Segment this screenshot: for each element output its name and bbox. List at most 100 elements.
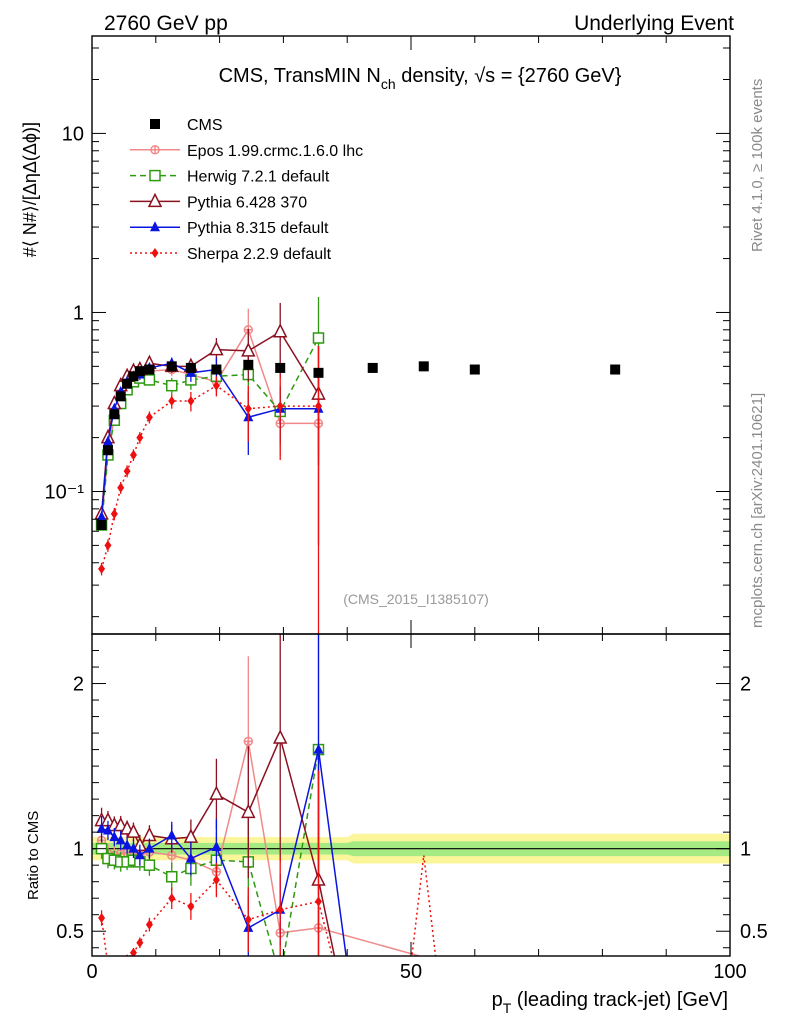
y-tick-label: 10	[62, 123, 84, 145]
legend-entry-5-marker	[151, 248, 159, 258]
series-4-ratio-point	[212, 875, 220, 886]
x-tick-label: 100	[713, 961, 746, 983]
series-3-ratio-point	[115, 834, 126, 845]
series-1-point	[143, 374, 156, 386]
cms-data-point	[128, 371, 139, 382]
x-axis-label-subscript: T	[503, 1000, 512, 1016]
cms-data-point	[185, 362, 196, 373]
cms-data-point	[313, 367, 324, 378]
legend-entry-3: Pythia 6.428 370	[130, 192, 307, 211]
series-1-ratio-point	[166, 870, 178, 883]
ratio-tick-label: 0.5	[56, 921, 84, 943]
ratio-axis-label: Ratio to CMS	[25, 811, 42, 900]
chart-title-main: CMS, TransMIN N	[219, 65, 381, 87]
series-3-ratio-point	[313, 743, 324, 754]
mcplots-label: mcplots.cern.ch [arXiv:2401.10621]	[749, 393, 766, 628]
chart-title: CMS, TransMIN Nch density, √s = {2760 Ge…	[219, 65, 622, 92]
legend-entry-1-marker	[150, 145, 160, 155]
cms-data-point	[243, 359, 254, 370]
series-2-ratio-point	[126, 823, 141, 838]
series-4-point	[136, 432, 144, 443]
series-2-ratio-point	[272, 729, 288, 744]
legend-entry-0-marker	[150, 119, 160, 129]
series-3-ratio-point	[102, 824, 113, 835]
series-2-ratio-point	[209, 785, 224, 800]
cms-data-point	[115, 391, 126, 402]
cms-data-point	[367, 362, 378, 373]
series-4-point	[117, 482, 125, 493]
series-4-ratio-point	[244, 914, 252, 925]
ratio-tick-label: 2	[73, 674, 84, 696]
series-2-point	[241, 342, 256, 357]
legend-entry-4-marker	[150, 221, 160, 232]
legend-entry-0-label: CMS	[187, 117, 223, 134]
legend: 0 50 100 10 1 10⁻¹ 2 2 1 1 0.5 0.5 CMS Epos 1.99.crmc…	[45, 35, 768, 983]
x-tick-label: 50	[400, 961, 422, 983]
legend-entry-1-label: Epos 1.99.crmc.1.6.0 lhc	[187, 143, 363, 160]
legend-entry-5-label: Sherpa 2.2.9 default	[187, 246, 332, 263]
legend-entry-4: Pythia 8.315 default	[130, 220, 329, 237]
ratio-panel	[92, 634, 730, 956]
series-3-point	[96, 511, 107, 522]
series-4-point	[110, 508, 118, 519]
series-4-ratio-point	[145, 919, 153, 930]
series-3-ratio-point	[185, 852, 196, 863]
analysis-id-label: (CMS_2015_I1385107)	[343, 591, 489, 607]
y-axis-label: #⟨ N#⟩/[ΔηΔ(Δϕ)]	[20, 122, 40, 257]
x-tick-label: 0	[86, 961, 97, 983]
cms-data-point	[610, 364, 621, 375]
y-tick-label: 10⁻¹	[45, 482, 85, 504]
ratio-tick-label-right: 0.5	[740, 921, 768, 943]
cms-data-point	[96, 519, 107, 530]
rivet-version-label: Rivet 4.1.0, ≥ 100k events	[749, 79, 766, 252]
cms-data-point	[122, 378, 133, 389]
series-3-ratio-point	[211, 841, 222, 852]
series-4-point	[123, 466, 131, 477]
x-axis-label-suffix: (leading track-jet) [GeV]	[511, 989, 728, 1011]
series-4-ratio-point	[98, 913, 106, 924]
cms-data-point	[211, 364, 222, 375]
series-4-point	[244, 403, 252, 414]
series-3-ratio-point	[122, 839, 133, 850]
series-4-point	[98, 563, 106, 574]
series-4-ratio-point	[276, 904, 284, 915]
header-left: 2760 GeV pp	[104, 12, 228, 35]
header-right: Underlying Event	[574, 12, 734, 35]
series-4-ratio-point	[187, 901, 195, 912]
legend-entry-2: Herwig 7.2.1 default	[130, 169, 330, 186]
series-3-point	[102, 435, 113, 446]
cms-data-point	[469, 364, 480, 375]
series-0-ratio-point	[243, 736, 254, 747]
series-4-ratio-point	[168, 893, 176, 904]
chart-title-suffix: density, √s = {2760 GeV}	[396, 65, 622, 87]
cms-data-point	[144, 364, 155, 375]
cms-data-point	[275, 362, 286, 373]
legend-entry-3-marker	[147, 192, 163, 208]
series-4-ratio-point	[136, 937, 144, 948]
series-4-point	[145, 412, 153, 423]
series-3-ratio-point	[134, 849, 145, 860]
cms-data-point	[134, 366, 145, 377]
legend-entry-4-label: Pythia 8.315 default	[187, 220, 329, 237]
cms-data-point	[102, 445, 113, 456]
series-1-ratio-point	[143, 859, 156, 871]
series-3-ratio-point	[128, 842, 139, 853]
legend-entry-1-marker-cross	[151, 145, 159, 154]
cms-data-point	[166, 361, 177, 372]
legend-entry-0: CMS	[150, 117, 223, 134]
series-4-point	[129, 449, 137, 460]
series-1-point	[166, 379, 178, 392]
series-1-point	[312, 332, 325, 344]
series-3-ratio-point	[144, 842, 155, 853]
series-4-line	[100, 384, 319, 570]
legend-entry-2-marker	[149, 169, 161, 182]
series-0-ratio-point-cross	[244, 737, 253, 746]
series-4-ratio-point	[129, 947, 137, 956]
y-tick-label: 1	[73, 302, 84, 324]
series-3-ratio-point	[166, 829, 177, 840]
ratio-tick-label: 1	[73, 839, 84, 861]
cms-data-point	[418, 361, 429, 372]
series-4-point	[314, 401, 322, 412]
